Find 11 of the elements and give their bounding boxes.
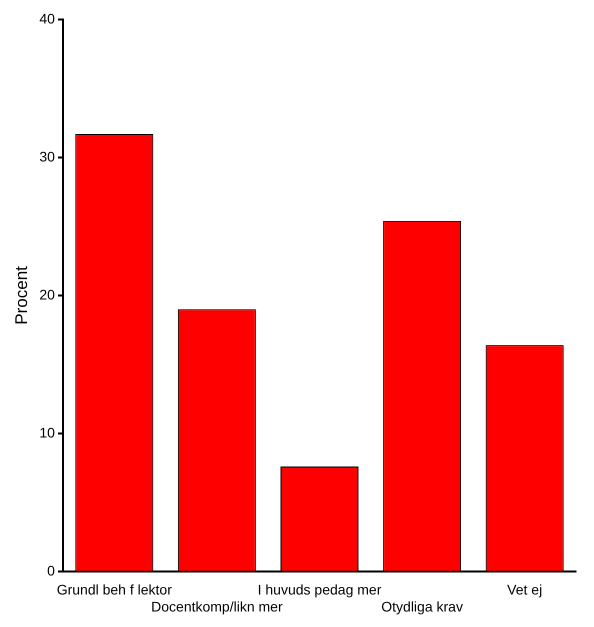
y-axis-title: Procent [12, 266, 31, 325]
y-tick-label: 20 [39, 286, 56, 302]
x-tick-label: Otydliga krav [381, 598, 463, 614]
y-tick-label: 40 [39, 10, 56, 26]
y-tick-label: 30 [39, 148, 56, 164]
x-tick-label: I huvuds pedag mer [258, 582, 382, 598]
y-tick-label: 0 [47, 562, 56, 578]
x-tick-label: Vet ej [507, 582, 542, 598]
y-tick-label: 10 [39, 424, 56, 440]
x-tick-label: Docentkomp/likn mer [151, 598, 283, 614]
x-tick-label: Grundl beh f lektor [56, 582, 172, 598]
